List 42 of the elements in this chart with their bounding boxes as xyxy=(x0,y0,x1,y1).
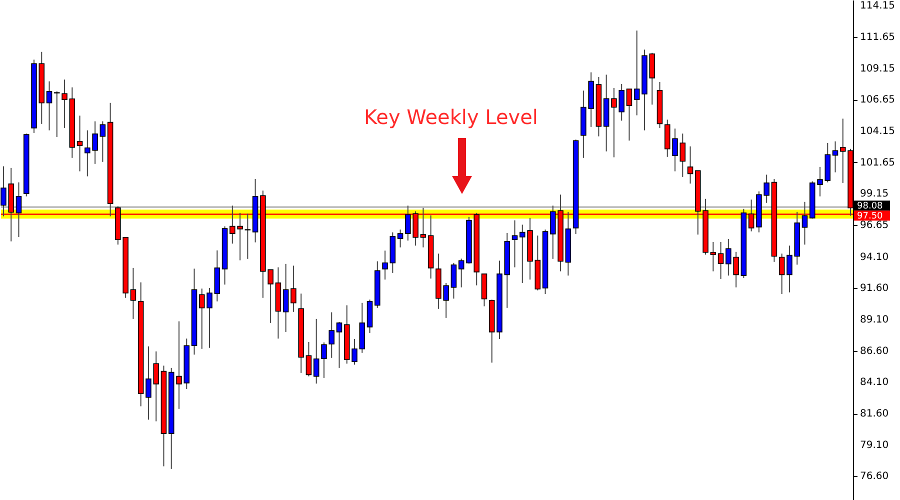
candlestick xyxy=(687,146,694,184)
candlestick xyxy=(130,267,136,320)
candlestick xyxy=(634,30,640,116)
candlestick xyxy=(512,220,518,268)
candlestick xyxy=(710,241,716,272)
candlestick xyxy=(450,262,457,300)
y-tick-label: 96.65 xyxy=(860,220,889,231)
candlestick xyxy=(290,265,296,312)
y-tick-label: 91.60 xyxy=(860,283,889,294)
candlestick xyxy=(313,318,320,384)
y-tick-label: 86.60 xyxy=(860,346,889,357)
candlestick xyxy=(397,229,404,248)
candlestick xyxy=(46,80,52,131)
candlestick xyxy=(680,133,686,178)
y-tick-label: 109.15 xyxy=(860,63,895,74)
candlestick xyxy=(778,253,785,294)
y-tick-label: 101.65 xyxy=(860,157,895,168)
y-tick-label: 76.60 xyxy=(860,471,889,482)
candlestick xyxy=(832,140,838,173)
ref-line-label: 98.08 xyxy=(857,202,884,212)
candlestick xyxy=(458,258,464,288)
y-tick-label: 84.10 xyxy=(860,377,889,388)
ref-line-label: 97.50 xyxy=(857,212,884,222)
candlestick xyxy=(336,321,342,368)
candlestick xyxy=(306,341,312,377)
y-tick-label: 99.15 xyxy=(860,188,889,200)
y-tick-label: 106.65 xyxy=(860,94,895,106)
y-tick-label: 94.10 xyxy=(860,252,889,263)
candlestick xyxy=(244,213,251,260)
candlestick xyxy=(100,120,106,162)
candlestick xyxy=(626,88,632,142)
y-tick-label: 79.10 xyxy=(860,440,889,451)
candlestick xyxy=(76,115,83,172)
y-tick-label: 104.15 xyxy=(860,126,895,137)
candlestick xyxy=(282,263,289,332)
y-tick-label: 89.10 xyxy=(860,314,889,326)
candlestick xyxy=(382,250,388,280)
candlestick xyxy=(718,241,724,280)
y-tick-label: 81.60 xyxy=(860,408,889,420)
annotation: Key Weekly Level xyxy=(364,105,538,129)
y-tick-label: 111.65 xyxy=(860,32,895,43)
y-tick-label: 114.15 xyxy=(860,0,895,12)
